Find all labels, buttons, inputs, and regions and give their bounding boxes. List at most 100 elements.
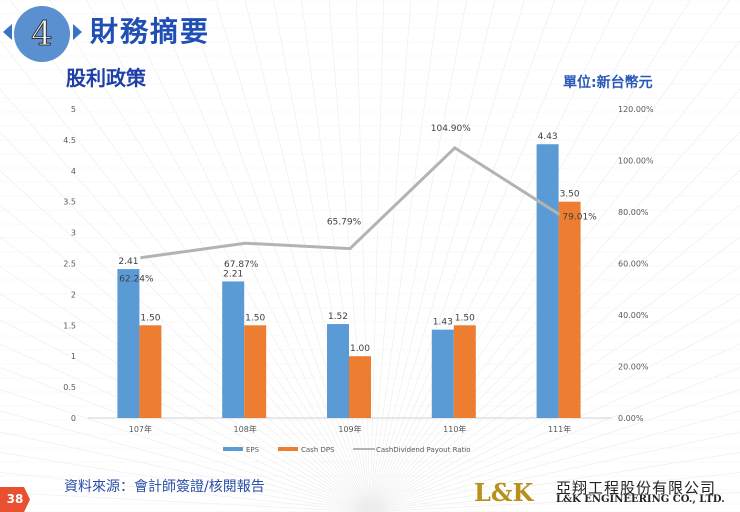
background-ray: [153, 0, 371, 512]
background-ray: [369, 410, 740, 512]
background-ray: [369, 0, 525, 512]
company-logo: L&K: [474, 478, 534, 507]
background-ray: [369, 452, 740, 512]
dps-data-label: 1.50: [140, 313, 160, 323]
background-ray: [369, 0, 555, 512]
left-tick-label: 1.5: [63, 321, 76, 330]
left-tick-label: 4.5: [63, 136, 76, 145]
legend-eps-label: EPS: [246, 446, 260, 454]
right-tick-label: 120.00%: [618, 105, 654, 114]
background-ray: [86, 0, 371, 512]
left-tick-label: 0.5: [63, 383, 76, 392]
payout-ratio-data-label: 62.24%: [119, 275, 154, 285]
background-ray: [0, 367, 371, 512]
legend-dps-label: Cash DPS: [301, 446, 335, 454]
eps-data-label: 1.52: [328, 312, 348, 322]
left-tick-label: 3: [71, 229, 76, 238]
background-ray: [0, 389, 371, 512]
eps-bar: [222, 281, 245, 418]
background-ray: [369, 266, 740, 512]
background-ray: [0, 88, 371, 512]
eps-data-label: 2.41: [118, 257, 138, 267]
legend-dps-swatch: [278, 447, 298, 451]
section-number-badge: 4: [14, 6, 70, 62]
eps-data-label: 2.21: [223, 269, 243, 279]
dps-bar: [139, 325, 162, 418]
background-ray: [0, 431, 371, 512]
background-ray: [369, 0, 439, 512]
background-ray: [0, 319, 371, 512]
unit-label: 單位:新台幣元: [563, 75, 653, 91]
payout-ratio-data-label: 65.79%: [327, 218, 362, 228]
background-ray: [0, 40, 371, 512]
payout-ratio-line: [140, 145, 561, 260]
payout-ratio-data-label: 67.87%: [224, 260, 259, 270]
background-ray: [369, 0, 587, 512]
dps-bar: [558, 201, 581, 418]
legend-ratio-label: CashDividend Payout Ratio: [376, 446, 471, 454]
background-ray: [369, 472, 740, 512]
source-note: 資料來源：會計師簽證/核閱報告: [64, 479, 265, 495]
dps-bar: [453, 325, 476, 418]
eps-bar: [327, 324, 349, 418]
page-number: 38: [0, 487, 30, 512]
background-ray: [369, 236, 740, 512]
eps-data-label: 4.43: [538, 132, 558, 142]
left-tick-label: 2: [71, 290, 76, 299]
background-ray: [369, 0, 412, 512]
background-ray: [369, 293, 740, 512]
legend-eps-swatch: [223, 447, 243, 451]
payout-ratio-data-label: 79.01%: [562, 213, 597, 223]
category-label: 110年: [443, 424, 466, 434]
background-ray: [0, 472, 371, 512]
right-tick-label: 60.00%: [618, 260, 649, 269]
page-title: 財務摘要: [90, 15, 211, 48]
background-ray: [185, 0, 371, 512]
background-ray: [369, 0, 496, 512]
page-subtitle: 股利政策: [66, 66, 146, 90]
background-ray: [369, 431, 740, 512]
left-tick-label: 0: [71, 414, 76, 423]
dps-data-label: 1.50: [455, 313, 475, 323]
eps-bar: [431, 329, 454, 418]
left-tick-label: 2.5: [63, 260, 76, 269]
background-ray: [120, 0, 371, 512]
eps-bar: [536, 144, 559, 418]
left-tick-label: 1: [71, 352, 76, 361]
eps-bar: [117, 269, 140, 418]
background-ray: [369, 319, 740, 512]
left-tick-label: 5: [71, 105, 76, 114]
background-ray: [369, 343, 740, 512]
category-label: 109年: [338, 424, 361, 434]
right-arrow-icon: [73, 24, 82, 40]
category-label: 108年: [234, 424, 257, 434]
eps-data-label: 1.43: [433, 318, 453, 328]
background-ray: [369, 367, 740, 512]
category-label: 107年: [129, 424, 152, 434]
background-ray: [0, 410, 371, 512]
background-ray: [369, 170, 740, 512]
dps-bar: [244, 325, 267, 418]
background-ray: [369, 0, 384, 512]
dps-data-label: 1.50: [245, 313, 265, 323]
right-tick-label: 0.00%: [618, 414, 644, 423]
background-ray: [215, 0, 371, 512]
background-ray: [369, 204, 740, 512]
left-tick-label: 3.5: [63, 198, 76, 207]
right-tick-label: 80.00%: [618, 208, 649, 217]
background-ray: [369, 389, 740, 512]
dps-bar: [349, 356, 371, 418]
right-tick-label: 100.00%: [618, 157, 654, 166]
background-ray: [49, 0, 371, 512]
background-ray: [0, 236, 371, 512]
background-ray: [0, 266, 371, 512]
background-ray: [0, 452, 371, 512]
background-ray: [9, 0, 371, 512]
left-arrow-icon: [3, 24, 12, 40]
category-label: 111年: [548, 424, 571, 434]
dps-data-label: 1.00: [350, 344, 370, 354]
background-ray: [0, 293, 371, 512]
company-name-cn: 亞翔工程股份有限公司: [556, 479, 717, 497]
